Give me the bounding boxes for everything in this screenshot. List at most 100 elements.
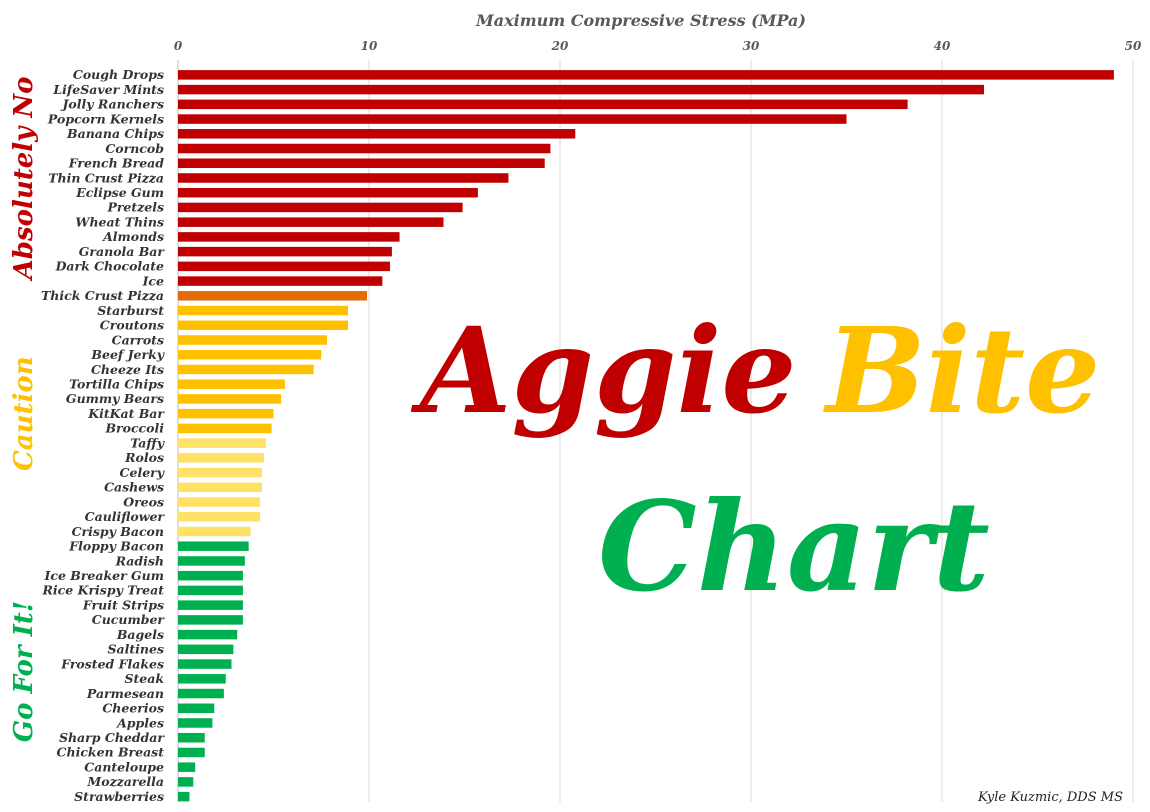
bar <box>178 349 322 360</box>
category-label: LifeSaver Mints <box>52 82 164 97</box>
x-tick-label: 10 <box>361 39 378 53</box>
bar <box>178 379 285 389</box>
category-label: Cheerios <box>102 701 164 716</box>
group-label: Go For It! <box>9 601 39 742</box>
bar <box>178 674 226 684</box>
bar <box>178 703 215 714</box>
bar <box>178 453 264 463</box>
bar <box>178 600 243 610</box>
bar <box>178 732 205 743</box>
bar <box>178 202 463 213</box>
x-tick-label: 40 <box>934 39 951 53</box>
category-label: Banana Chips <box>66 126 164 141</box>
category-label: French Bread <box>68 156 165 171</box>
bar <box>178 570 243 581</box>
title-word-chart: Chart <box>598 475 990 620</box>
category-label: Cauliflower <box>85 509 166 524</box>
bar <box>178 335 327 345</box>
bar <box>178 482 263 493</box>
category-label: Corncob <box>105 141 164 156</box>
category-label: Radish <box>115 553 164 568</box>
category-label: Cashews <box>104 480 164 495</box>
bar <box>178 84 985 95</box>
bar <box>178 99 908 110</box>
bar <box>178 556 245 566</box>
category-label: Cough Drops <box>73 67 164 82</box>
title-word-bite: Bite <box>823 301 1100 440</box>
category-label: KitKat Bar <box>87 406 165 421</box>
category-label: Broccoli <box>104 421 164 436</box>
x-tick-label: 20 <box>551 39 569 53</box>
bar <box>178 541 249 551</box>
author-credit: Kyle Kuzmic, DDS MS <box>977 790 1123 805</box>
group-labels: Absolutely No Caution Go For It! <box>9 77 39 743</box>
category-label: Strawberries <box>74 789 164 804</box>
category-label: Pretzels <box>106 200 164 215</box>
category-label: Ice Breaker Gum <box>43 568 164 583</box>
category-label: Canteloupe <box>84 759 164 774</box>
x-axis-title: Maximum Compressive Stress (MPa) <box>475 11 806 30</box>
category-label: Bagels <box>116 627 164 642</box>
bar <box>178 394 282 404</box>
category-label: Starburst <box>97 303 164 318</box>
category-label: Celery <box>120 465 165 480</box>
bar <box>178 718 213 728</box>
category-label: Thin Crust Pizza <box>48 170 164 185</box>
bar <box>178 261 391 272</box>
category-label: Dark Chocolate <box>55 259 164 274</box>
category-label: Ice <box>142 273 164 288</box>
bar <box>178 438 266 448</box>
category-label: Croutons <box>100 318 164 333</box>
bar <box>178 364 314 375</box>
category-label: Thick Crust Pizza <box>41 288 164 303</box>
bars <box>178 70 1114 802</box>
bar <box>178 791 190 802</box>
category-label: Tortilla Chips <box>69 376 164 391</box>
bar <box>178 762 196 772</box>
group-label: Caution <box>9 356 39 471</box>
bar <box>178 187 478 198</box>
bar <box>178 526 251 537</box>
category-label: Taffy <box>130 435 165 450</box>
group-label: Absolutely No <box>9 77 39 283</box>
category-label: Rolos <box>124 450 164 465</box>
bar <box>178 629 238 640</box>
category-label: Beef Jerky <box>90 347 164 362</box>
bar <box>178 143 551 154</box>
category-label: Crispy Bacon <box>72 524 164 539</box>
bar <box>178 497 261 507</box>
category-label: Floppy Bacon <box>68 539 164 554</box>
bar <box>178 217 444 227</box>
category-label: Wheat Thins <box>75 214 164 229</box>
category-label: Cucumber <box>92 612 166 627</box>
category-label: Apples <box>116 715 164 730</box>
bar <box>178 173 509 183</box>
bar <box>178 320 348 331</box>
category-label: Fruit Strips <box>82 597 164 612</box>
bar <box>178 659 232 669</box>
category-label: Frosted Flakes <box>60 656 164 671</box>
bar <box>178 644 234 655</box>
bar <box>178 276 383 286</box>
bar <box>178 423 272 434</box>
category-label: Carrots <box>112 332 164 347</box>
category-label: Gummy Bears <box>66 391 164 406</box>
bar <box>178 467 263 478</box>
title-word-aggie: Aggie <box>410 301 796 440</box>
category-label: Chicken Breast <box>57 745 165 760</box>
category-label: Jolly Ranchers <box>60 97 164 112</box>
category-label: Eclipse Gum <box>75 185 164 200</box>
x-tick-labels: 0 10 20 30 40 50 <box>174 39 1142 53</box>
category-label: Almonds <box>102 229 164 244</box>
x-tick-label: 30 <box>743 39 760 53</box>
category-label: Steak <box>124 671 164 686</box>
category-label: Popcorn Kernels <box>47 111 164 126</box>
bar <box>178 747 205 758</box>
bar <box>178 688 224 699</box>
bar <box>178 70 1114 80</box>
bar <box>178 305 348 316</box>
category-label: Saltines <box>108 642 164 657</box>
bar <box>178 615 243 625</box>
